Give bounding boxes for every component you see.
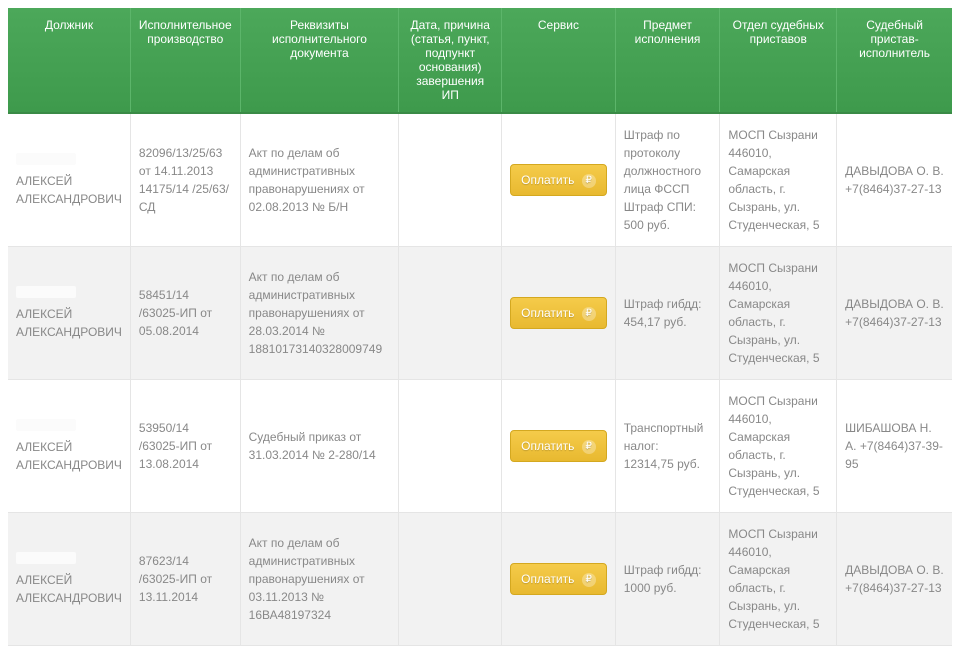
cell-date [399,513,502,646]
cell-proceedings: 53950/14 /63025-ИП от 13.08.2014 [130,380,240,513]
table-row: АЛЕКСЕЙ АЛЕКСАНДРОВИЧ 87623/14 /63025-ИП… [8,513,952,646]
enforcement-table: Должник Исполнительное производство Рекв… [8,8,952,646]
table-row: АЛЕКСЕЙ АЛЕКСАНДРОВИЧ 58451/14 /63025-ИП… [8,247,952,380]
col-header-debtor: Должник [8,8,130,113]
pay-button-label: Оплатить [521,439,574,453]
cell-proceedings: 58451/14 /63025-ИП от 05.08.2014 [130,247,240,380]
cell-date [399,247,502,380]
table-header: Должник Исполнительное производство Рекв… [8,8,952,113]
debtor-name: АЛЕКСЕЙ АЛЕКСАНДРОВИЧ [16,573,122,605]
cell-subject: Транспортный налог: 12314,75 руб. [615,380,720,513]
table-row: АЛЕКСЕЙ АЛЕКСАНДРОВИЧ 82096/13/25/63 от … [8,113,952,247]
cell-subject: Штраф гибдд: 454,17 руб. [615,247,720,380]
cell-subject: Штраф по протоколу должностного лица ФСС… [615,113,720,247]
header-row: Должник Исполнительное производство Рекв… [8,8,952,113]
cell-debtor: АЛЕКСЕЙ АЛЕКСАНДРОВИЧ [8,113,130,247]
cell-department: МОСП Сызрани 446010, Самарская область, … [720,513,837,646]
redacted-surname [16,419,76,431]
cell-proceedings: 87623/14 /63025-ИП от 13.11.2014 [130,513,240,646]
cell-department: МОСП Сызрани 446010, Самарская область, … [720,113,837,247]
cell-bailiff: ДАВЫДОВА О. В. +7(8464)37-27-13 [837,513,952,646]
cell-debtor: АЛЕКСЕЙ АЛЕКСАНДРОВИЧ [8,380,130,513]
cell-subject: Штраф гибдд: 1000 руб. [615,513,720,646]
cell-proceedings: 82096/13/25/63 от 14.11.2013 14175/14 /2… [130,113,240,247]
col-header-requisites: Реквизиты исполнительного документа [240,8,399,113]
col-header-date: Дата, причина (статья, пункт, подпункт о… [399,8,502,113]
redacted-surname [16,286,76,298]
pay-button[interactable]: Оплатить ₽ [510,164,607,196]
pay-button[interactable]: Оплатить ₽ [510,297,607,329]
pay-button-label: Оплатить [521,306,574,320]
cell-bailiff: ДАВЫДОВА О. В. +7(8464)37-27-13 [837,247,952,380]
cell-service: Оплатить ₽ [502,380,616,513]
redacted-surname [16,153,76,165]
cell-requisites: Акт по делам об административных правона… [240,113,399,247]
cell-requisites: Акт по делам об административных правона… [240,247,399,380]
cell-debtor: АЛЕКСЕЙ АЛЕКСАНДРОВИЧ [8,247,130,380]
cell-department: МОСП Сызрани 446010, Самарская область, … [720,247,837,380]
pay-button[interactable]: Оплатить ₽ [510,430,607,462]
col-header-proceedings: Исполнительное производство [130,8,240,113]
ruble-icon: ₽ [582,440,596,454]
col-header-service: Сервис [502,8,616,113]
table-body: АЛЕКСЕЙ АЛЕКСАНДРОВИЧ 82096/13/25/63 от … [8,113,952,646]
table-row: АЛЕКСЕЙ АЛЕКСАНДРОВИЧ 53950/14 /63025-ИП… [8,380,952,513]
col-header-bailiff: Судебный пристав-исполнитель [837,8,952,113]
pay-button-label: Оплатить [521,173,574,187]
pay-button[interactable]: Оплатить ₽ [510,563,607,595]
cell-date [399,113,502,247]
cell-department: МОСП Сызрани 446010, Самарская область, … [720,380,837,513]
ruble-icon: ₽ [582,573,596,587]
pay-button-label: Оплатить [521,572,574,586]
ruble-icon: ₽ [582,307,596,321]
debtor-name: АЛЕКСЕЙ АЛЕКСАНДРОВИЧ [16,174,122,206]
col-header-department: Отдел судебных приставов [720,8,837,113]
cell-service: Оплатить ₽ [502,513,616,646]
ruble-icon: ₽ [582,174,596,188]
col-header-subject: Предмет исполнения [615,8,720,113]
cell-date [399,380,502,513]
cell-service: Оплатить ₽ [502,113,616,247]
redacted-surname [16,552,76,564]
cell-debtor: АЛЕКСЕЙ АЛЕКСАНДРОВИЧ [8,513,130,646]
cell-requisites: Акт по делам об административных правона… [240,513,399,646]
cell-bailiff: ШИБАШОВА Н. А. +7(8464)37-39-95 [837,380,952,513]
cell-requisites: Судебный приказ от 31.03.2014 № 2-280/14 [240,380,399,513]
cell-service: Оплатить ₽ [502,247,616,380]
cell-bailiff: ДАВЫДОВА О. В. +7(8464)37-27-13 [837,113,952,247]
debtor-name: АЛЕКСЕЙ АЛЕКСАНДРОВИЧ [16,307,122,339]
debtor-name: АЛЕКСЕЙ АЛЕКСАНДРОВИЧ [16,440,122,472]
